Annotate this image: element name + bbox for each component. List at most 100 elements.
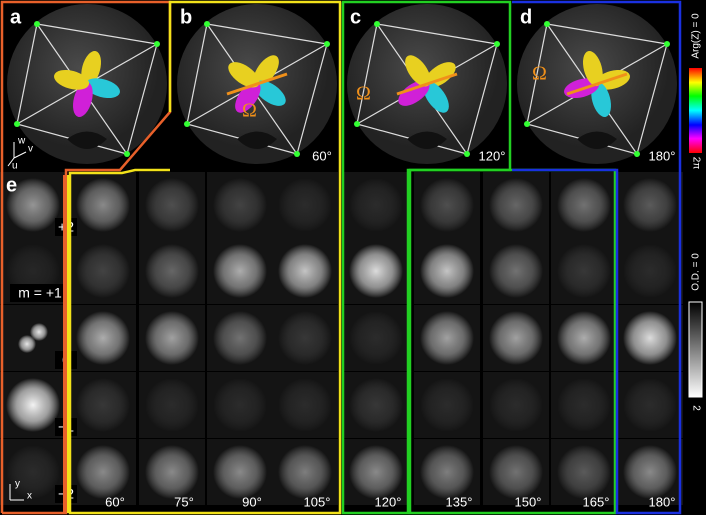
atom-cloud (489, 378, 543, 432)
tetra-edge (466, 43, 498, 155)
angle-label: 105° (304, 494, 331, 509)
panel-label: d (520, 6, 532, 28)
atom-cloud (278, 178, 332, 232)
atom-cloud (213, 244, 267, 298)
axis-label: y (15, 479, 20, 490)
panel-label: a (10, 6, 22, 28)
tetra-edge (526, 23, 548, 125)
angle-label: 75° (174, 494, 194, 509)
atom-cloud (145, 445, 199, 499)
axis-label: x (27, 491, 32, 502)
atom-cloud (557, 378, 611, 432)
border-c (341, 0, 512, 515)
omega: Ω (532, 63, 547, 85)
atom-cloud (213, 445, 267, 499)
vertex (464, 151, 470, 157)
atom-cloud (76, 178, 130, 232)
axis-label: u (12, 161, 18, 172)
od-top: O.D. = 0 (691, 253, 702, 291)
atom-cloud (6, 178, 60, 232)
tetra-edge (636, 43, 668, 155)
rotation-axis (566, 72, 628, 96)
tetra-edge (36, 23, 158, 45)
atom-cloud (76, 378, 130, 432)
tetra-edge (126, 43, 158, 155)
atom-cloud (420, 244, 474, 298)
orbital-lobe (81, 51, 102, 87)
atom-cloud (145, 311, 199, 365)
omega: Ω (356, 83, 371, 105)
tetra-edge (16, 23, 38, 125)
panel-label: b (180, 6, 192, 28)
atom-cloud (420, 311, 474, 365)
vertex (374, 21, 380, 27)
atom-cloud (145, 378, 199, 432)
angle-label: 120° (375, 494, 402, 509)
atom-cloud (145, 244, 199, 298)
orbital-lobe (254, 80, 286, 106)
vertex (664, 41, 670, 47)
label-bg (10, 284, 70, 302)
content: +2m = +10−1−260°75°90°105°120°135°150°16… (0, 4, 683, 509)
atom-cloud (420, 178, 474, 232)
orbital-lobe (84, 78, 120, 99)
angle-label: 60° (312, 148, 332, 163)
od-colorbar (688, 301, 703, 398)
tetra-edge (186, 23, 208, 125)
shadow (577, 131, 617, 149)
axis-arrow (13, 151, 27, 159)
panel-label: e (6, 174, 17, 196)
vertex (634, 151, 640, 157)
angle-label: 120° (479, 148, 506, 163)
orbital-lobe (591, 81, 612, 117)
atom-cloud (278, 244, 332, 298)
atom-cloud (420, 445, 474, 499)
atom-cloud (489, 244, 543, 298)
vertex (324, 41, 330, 47)
atom-cloud (623, 378, 677, 432)
panel-label: c (350, 6, 361, 28)
angle-label: 135° (446, 494, 473, 509)
orbital-lobe (582, 51, 603, 87)
atom-cloud (213, 311, 267, 365)
atom-cloud (213, 178, 267, 232)
orbital-lobe (54, 69, 90, 90)
border-d (512, 0, 682, 515)
angle-label: 165° (583, 494, 610, 509)
vertex (204, 21, 210, 27)
atom-cloud (349, 311, 403, 365)
atom-cloud (489, 445, 543, 499)
atom-cloud (349, 445, 403, 499)
atom-cloud (30, 323, 48, 341)
omega: Ω (242, 100, 257, 122)
atom-cloud (213, 378, 267, 432)
orbital-lobe (72, 81, 93, 117)
atom-cloud (349, 178, 403, 232)
tetra-edge (376, 23, 498, 45)
atom-cloud (557, 178, 611, 232)
atom-cloud (76, 445, 130, 499)
vertex (524, 121, 530, 127)
angle-label: 180° (649, 494, 676, 509)
vertex (154, 41, 160, 47)
angle-label: 60° (105, 494, 125, 509)
atom-cloud (623, 311, 677, 365)
shadow (407, 131, 447, 149)
orbital-lobe (253, 55, 279, 87)
atom-cloud (145, 178, 199, 232)
atom-cloud (623, 244, 677, 298)
atom-cloud (489, 178, 543, 232)
rotation-axis (396, 72, 458, 96)
od-bottom: 2 (690, 405, 701, 411)
angle-label: 90° (242, 494, 262, 509)
vertex (124, 151, 130, 157)
shadow (237, 131, 277, 149)
arg-bottom: 2π (690, 157, 701, 170)
orbital-lobe (423, 81, 449, 113)
atom-cloud (489, 311, 543, 365)
stripe (63, 175, 66, 513)
vertex (544, 21, 550, 27)
orbital-lobe (405, 55, 431, 87)
atom-cloud (420, 378, 474, 432)
